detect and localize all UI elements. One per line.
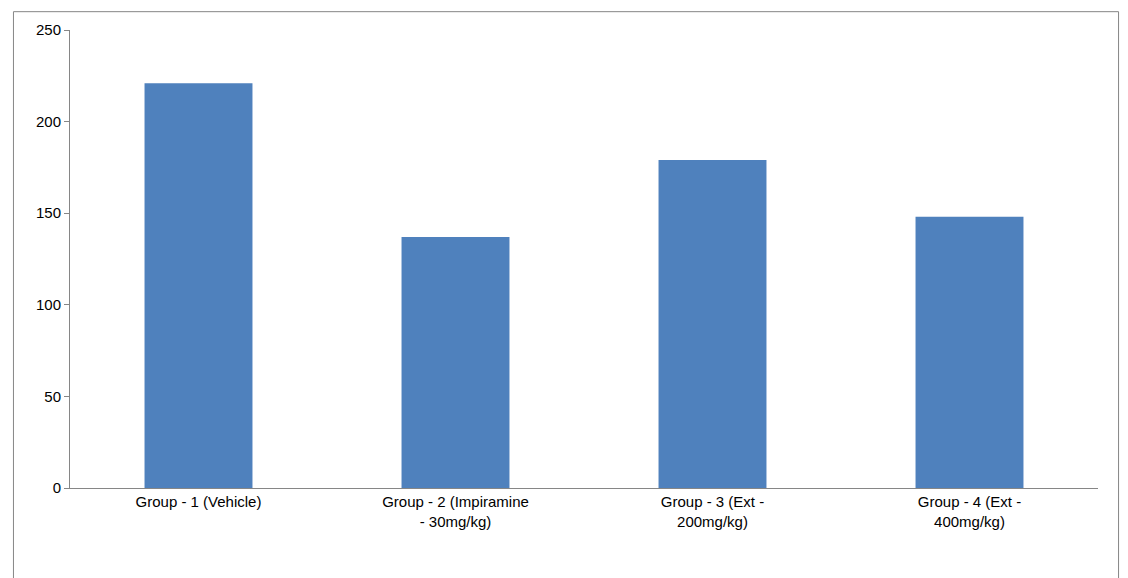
svg-text:Group - 4 (Ext -400mg/kg): Group - 4 (Ext -400mg/kg)	[918, 493, 1021, 530]
svg-text:Group - 1 (Vehicle): Group - 1 (Vehicle)	[136, 493, 262, 510]
svg-text:Group - 3 (Ext -200mg/kg): Group - 3 (Ext -200mg/kg)	[661, 493, 764, 530]
svg-text:150: 150	[36, 204, 61, 221]
svg-text:50: 50	[44, 388, 61, 405]
svg-text:200: 200	[36, 113, 61, 130]
svg-text:250: 250	[36, 21, 61, 38]
svg-text:Group - 2 (Impiramine- 30mg/kg: Group - 2 (Impiramine- 30mg/kg)	[382, 493, 529, 530]
svg-text:100: 100	[36, 296, 61, 313]
svg-text:0: 0	[53, 479, 61, 496]
